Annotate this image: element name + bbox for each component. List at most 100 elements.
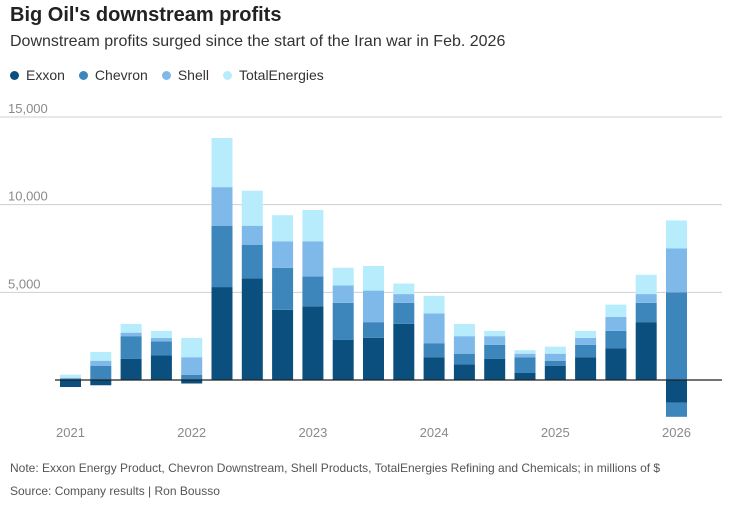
bar-segment-totalenergies xyxy=(514,350,536,354)
bar-segment-exxon xyxy=(272,309,294,380)
bar-segment-totalenergies xyxy=(544,346,566,354)
bar-segment-chevron xyxy=(605,330,627,349)
bar-segment-shell xyxy=(605,316,627,331)
bar-segment-chevron xyxy=(514,357,536,373)
bar-segment-shell xyxy=(666,248,687,293)
bar-segment-chevron xyxy=(181,374,203,380)
bar-segment-chevron xyxy=(120,336,142,359)
bar-segment-exxon xyxy=(453,364,475,380)
bar-segment-exxon xyxy=(514,372,536,380)
bar-segment-shell xyxy=(120,332,142,337)
bar-segment-exxon xyxy=(666,380,687,403)
bar-segment-shell xyxy=(332,285,354,303)
y-tick-label: 15,000 xyxy=(8,101,48,116)
chart-title: Big Oil's downstream profits xyxy=(10,4,282,26)
bar-segment-totalenergies xyxy=(393,283,415,295)
bar-segment-chevron xyxy=(484,344,506,359)
legend-item-shell: Shell xyxy=(161,67,209,83)
bar-segment-chevron xyxy=(666,402,687,417)
bar-segment-chevron xyxy=(211,225,233,288)
bar-segment-shell xyxy=(272,241,294,268)
bar-segment-totalenergies xyxy=(484,330,506,337)
bar-segment-totalenergies xyxy=(332,267,354,286)
bar-segment-totalenergies xyxy=(90,351,112,361)
bar-segment-totalenergies xyxy=(575,330,597,338)
bar-segment-shell xyxy=(302,241,324,277)
bar-segment-shell xyxy=(575,337,597,345)
bar-segment-shell xyxy=(211,187,233,226)
legend-label-chevron: Chevron xyxy=(94,67,148,83)
bar-segment-chevron xyxy=(423,343,445,358)
bar-segment-chevron xyxy=(635,302,657,323)
bar-segment-totalenergies xyxy=(363,266,384,291)
bar-segment-shell xyxy=(484,336,506,345)
bar-segment-exxon xyxy=(393,323,415,380)
legend-swatch-exxon xyxy=(10,70,19,80)
legend-item-totalenergies: TotalEnergies xyxy=(222,67,324,83)
bar-segment-totalenergies xyxy=(241,190,263,226)
bar-segment-totalenergies xyxy=(423,295,445,314)
bar-segment-shell xyxy=(241,225,263,245)
legend-label-shell: Shell xyxy=(177,67,209,83)
legend-swatch-totalenergies xyxy=(222,70,232,80)
x-tick-label: 2022 xyxy=(177,425,206,440)
bar-segment-shell xyxy=(635,294,657,303)
x-tick-label: 2026 xyxy=(662,425,691,440)
legend-swatch-chevron xyxy=(78,70,88,80)
bar-segment-shell xyxy=(423,313,445,344)
bar-segment-exxon xyxy=(90,380,112,386)
bar-segment-totalenergies xyxy=(302,209,324,242)
bar-segment-chevron xyxy=(393,302,415,324)
bar-segment-chevron xyxy=(666,292,687,380)
bar-segment-exxon xyxy=(332,339,354,380)
bar-segment-shell xyxy=(181,357,203,375)
bar-segment-exxon xyxy=(211,287,233,380)
y-tick-label: 10,000 xyxy=(8,189,48,204)
bar-segment-shell xyxy=(514,353,536,358)
bar-segment-chevron xyxy=(453,353,475,365)
chart-source: Source: Company results | Ron Bousso xyxy=(10,484,220,498)
bar-segment-chevron xyxy=(332,302,354,340)
bar-segment-totalenergies xyxy=(211,138,233,188)
chart-subtitle: Downstream profits surged since the star… xyxy=(10,33,506,50)
bar-segment-totalenergies xyxy=(635,274,657,295)
bar-segment-totalenergies xyxy=(666,220,687,249)
bar-segment-totalenergies xyxy=(453,323,475,337)
bar-segment-totalenergies xyxy=(605,304,627,317)
bar-segment-chevron xyxy=(60,378,81,380)
bar-segment-totalenergies xyxy=(272,215,294,242)
bar-segment-exxon xyxy=(423,357,445,380)
bar-segment-chevron xyxy=(241,244,263,279)
legend-label-exxon: Exxon xyxy=(26,67,65,83)
bar-segment-shell xyxy=(150,337,172,342)
y-tick-label: 5,000 xyxy=(8,276,41,291)
bar-segment-chevron xyxy=(363,322,384,338)
bar-segment-exxon xyxy=(120,358,142,380)
bar-segment-shell xyxy=(363,290,384,323)
bar-segment-exxon xyxy=(605,348,627,380)
bar-segment-exxon xyxy=(150,355,172,380)
legend-item-chevron: Chevron xyxy=(78,67,148,83)
bar-segment-exxon xyxy=(484,358,506,380)
bar-segment-exxon xyxy=(241,278,263,380)
bar-segment-totalenergies xyxy=(150,330,172,338)
bar-segment-chevron xyxy=(90,365,112,380)
bar-segment-exxon xyxy=(575,357,597,380)
bar-segment-shell xyxy=(393,294,415,303)
x-tick-label: 2024 xyxy=(420,425,449,440)
bar-segment-shell xyxy=(544,353,566,361)
bar-segment-exxon xyxy=(544,365,566,380)
legend-swatch-shell xyxy=(161,70,171,80)
bar-segment-exxon xyxy=(181,380,203,384)
bar-segment-chevron xyxy=(150,341,172,356)
bar-segment-chevron xyxy=(272,267,294,310)
bar-segment-exxon xyxy=(635,322,657,380)
x-tick-label: 2025 xyxy=(541,425,570,440)
x-tick-label: 2021 xyxy=(56,425,85,440)
bar-segment-shell xyxy=(453,336,475,354)
legend-item-exxon: Exxon xyxy=(10,67,65,83)
chart-note: Note: Exxon Energy Product, Chevron Down… xyxy=(10,461,661,475)
legend: Exxon Chevron Shell TotalEnergies xyxy=(10,67,338,83)
bar-segment-exxon xyxy=(363,337,384,380)
